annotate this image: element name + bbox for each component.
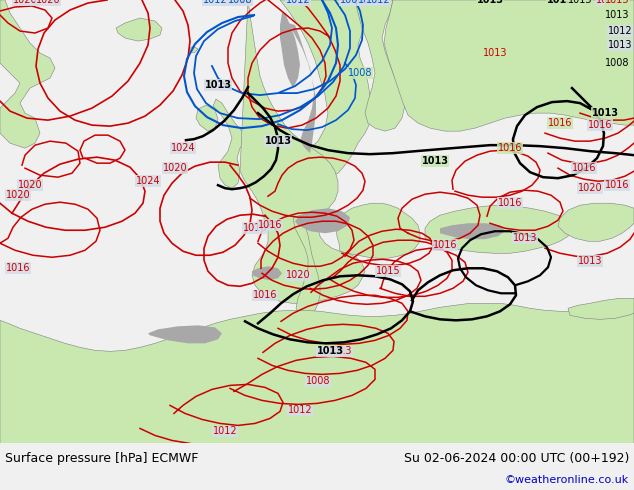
- Polygon shape: [280, 13, 300, 88]
- Text: 1020: 1020: [18, 180, 42, 190]
- Text: 1013: 1013: [264, 136, 292, 146]
- Text: 1016: 1016: [258, 220, 282, 230]
- Text: Surface pressure [hPa] ECMWF: Surface pressure [hPa] ECMWF: [5, 452, 198, 465]
- Polygon shape: [196, 105, 218, 131]
- Polygon shape: [425, 205, 572, 253]
- Polygon shape: [568, 298, 634, 319]
- Polygon shape: [148, 325, 222, 343]
- Text: 1008: 1008: [348, 68, 372, 78]
- Polygon shape: [0, 303, 634, 443]
- Text: 1016: 1016: [286, 0, 310, 5]
- Text: 1020: 1020: [163, 163, 187, 173]
- Text: 1012: 1012: [358, 0, 382, 5]
- Polygon shape: [213, 99, 245, 188]
- Text: 1013: 1013: [477, 0, 503, 5]
- Text: 1020: 1020: [13, 0, 37, 5]
- Polygon shape: [440, 223, 505, 239]
- Text: 1013: 1013: [482, 48, 507, 58]
- Text: 1016: 1016: [498, 143, 522, 153]
- Text: 1015: 1015: [376, 266, 400, 276]
- Text: 1013: 1013: [547, 0, 574, 5]
- Text: 1020: 1020: [286, 270, 310, 280]
- Polygon shape: [288, 23, 316, 153]
- Text: 1020: 1020: [6, 190, 30, 200]
- Polygon shape: [355, 0, 405, 131]
- Text: 1008: 1008: [605, 58, 630, 68]
- Text: ©weatheronline.co.uk: ©weatheronline.co.uk: [505, 475, 629, 485]
- Text: 1008: 1008: [228, 0, 252, 5]
- Text: 1016: 1016: [433, 240, 457, 250]
- Text: 1024: 1024: [136, 176, 160, 186]
- Text: 1016: 1016: [588, 120, 612, 130]
- Text: 1013: 1013: [578, 256, 602, 266]
- Text: 1012: 1012: [286, 0, 310, 5]
- Text: 1008: 1008: [306, 376, 330, 387]
- Text: 1013: 1013: [592, 108, 619, 118]
- Text: 1013: 1013: [605, 0, 630, 5]
- Text: 1020: 1020: [36, 0, 60, 5]
- Text: 1016: 1016: [253, 290, 277, 300]
- Polygon shape: [280, 0, 378, 178]
- Polygon shape: [0, 0, 55, 148]
- Text: 1020: 1020: [578, 183, 602, 193]
- Polygon shape: [240, 0, 365, 303]
- Text: 1016: 1016: [605, 180, 630, 190]
- Text: 1012: 1012: [203, 0, 228, 5]
- Polygon shape: [252, 266, 282, 280]
- Text: 1012: 1012: [212, 426, 237, 437]
- Text: 1013: 1013: [328, 346, 353, 356]
- Text: 1013: 1013: [422, 156, 448, 166]
- Polygon shape: [188, 46, 198, 53]
- Text: 1012: 1012: [228, 0, 252, 5]
- Text: 1016: 1016: [243, 223, 268, 233]
- Text: 1016: 1016: [498, 198, 522, 208]
- Text: 1024: 1024: [171, 143, 195, 153]
- Text: 1016: 1016: [572, 163, 596, 173]
- Text: 1013: 1013: [568, 0, 592, 5]
- Text: 1013: 1013: [316, 346, 344, 356]
- Text: 1013: 1013: [608, 40, 632, 50]
- Text: 1016: 1016: [6, 263, 30, 273]
- Polygon shape: [336, 203, 420, 258]
- Text: 1016: 1016: [548, 118, 573, 128]
- Text: 1013: 1013: [596, 0, 620, 5]
- Text: 1008: 1008: [340, 0, 365, 5]
- Polygon shape: [116, 18, 162, 41]
- Polygon shape: [295, 208, 350, 233]
- Text: 1013: 1013: [205, 80, 231, 90]
- Polygon shape: [558, 203, 634, 241]
- Text: Su 02-06-2024 00:00 UTC (00+192): Su 02-06-2024 00:00 UTC (00+192): [404, 452, 629, 465]
- Text: 1013: 1013: [513, 233, 537, 243]
- Text: 1013: 1013: [605, 10, 630, 20]
- Text: 1012: 1012: [288, 405, 313, 416]
- Text: 1012: 1012: [366, 0, 391, 5]
- Text: 1012: 1012: [607, 26, 632, 36]
- Polygon shape: [384, 0, 634, 131]
- Polygon shape: [293, 215, 320, 318]
